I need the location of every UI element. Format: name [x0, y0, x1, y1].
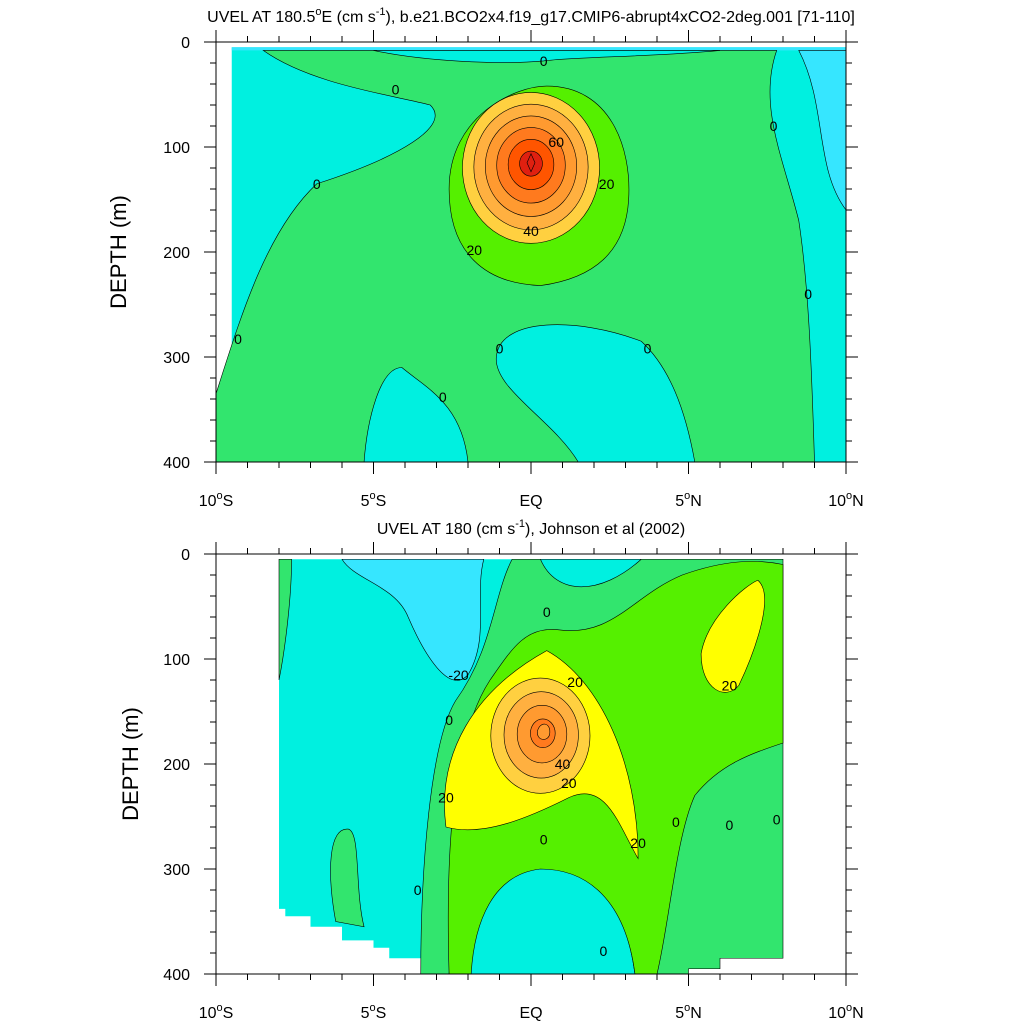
contour-label: 20 — [599, 176, 615, 192]
contour-label: 40 — [523, 223, 539, 239]
contour-label: 0 — [540, 832, 548, 848]
contour-label: 40 — [555, 756, 571, 772]
y-tick-label: 200 — [163, 757, 190, 774]
contour-region — [341, 558, 485, 681]
x-tick-label: 5oS — [361, 1002, 387, 1022]
contour-label: 0 — [392, 81, 400, 97]
contour-label: 0 — [600, 943, 608, 959]
y-tick-label: 0 — [181, 547, 190, 564]
contour-label: 0 — [770, 118, 778, 134]
x-tick-label: 10oS — [199, 1002, 234, 1022]
x-tick-label: 5oN — [675, 490, 702, 510]
x-tick-label: EQ — [519, 493, 542, 510]
contour-label: 20 — [630, 835, 646, 851]
chart-panel-1: 0 0 0 0 0 0 0 0 0 20 20 40 60 0 100 200 300 400 10oS 5oS EQ 5… — [106, 6, 864, 510]
x-tick-label: EQ — [519, 1005, 542, 1022]
contour-label: 0 — [804, 286, 812, 302]
y-tick-label: 100 — [163, 652, 190, 669]
contour-label: 0 — [540, 53, 548, 69]
y-tick-label: 0 — [181, 35, 190, 52]
contour-peak — [526, 153, 536, 173]
contour-region — [278, 558, 292, 681]
chart-title: UVEL AT 180.5oE (cm s-1), b.e21.BCO2x4.f… — [207, 6, 855, 26]
y-tick-label: 100 — [163, 140, 190, 157]
x-tick-label: 5oS — [361, 490, 387, 510]
contour-label: 0 — [672, 814, 680, 830]
contour-label: 20 — [438, 790, 454, 806]
contour-region — [373, 50, 721, 63]
y-tick-label: 400 — [163, 967, 190, 984]
contour-label: 0 — [234, 331, 242, 347]
y-tick-label: 300 — [163, 862, 190, 879]
contour-label: 20 — [567, 674, 583, 690]
y-axis-label: DEPTH (m) — [106, 195, 131, 309]
contour-label: 0 — [773, 812, 781, 828]
y-tick-label: 400 — [163, 455, 190, 472]
contour-label: 0 — [726, 817, 734, 833]
contour-label: 0 — [543, 604, 551, 620]
x-tick-label: 10oN — [828, 490, 863, 510]
x-tick-label: 5oN — [675, 1002, 702, 1022]
contour-label: 0 — [644, 341, 652, 357]
contour-label: 60 — [548, 134, 564, 150]
contour-region — [700, 579, 765, 693]
contour-label: 20 — [467, 242, 483, 258]
y-axis-label: DEPTH (m) — [118, 707, 143, 821]
contour-region — [330, 828, 365, 928]
contour-label: -20 — [448, 667, 468, 683]
y-tick-label: 200 — [163, 245, 190, 262]
y-tick-label: 300 — [163, 350, 190, 367]
contour-label: 20 — [722, 677, 738, 693]
contour-label: 0 — [414, 882, 422, 898]
chart-title: UVEL AT 180 (cm s-1), Johnson et al (200… — [377, 518, 685, 538]
contour-label: 0 — [445, 712, 453, 728]
contour-label: 0 — [313, 176, 321, 192]
contour-peak — [537, 723, 551, 740]
contour-region — [539, 558, 643, 588]
contour-label: 0 — [496, 341, 504, 357]
contour-label: 0 — [439, 389, 447, 405]
contour-label: 20 — [561, 775, 577, 791]
x-tick-label: 10oS — [199, 490, 234, 510]
plot-area: 0 0 0 0 0 0 0 0 0 20 20 40 60 — [216, 47, 846, 462]
x-tick-label: 10oN — [828, 1002, 863, 1022]
surface-layer — [231, 47, 846, 51]
plot-area: 0 -20 0 20 20 40 20 20 20 0 0 0 0 0 0 — [278, 558, 784, 974]
